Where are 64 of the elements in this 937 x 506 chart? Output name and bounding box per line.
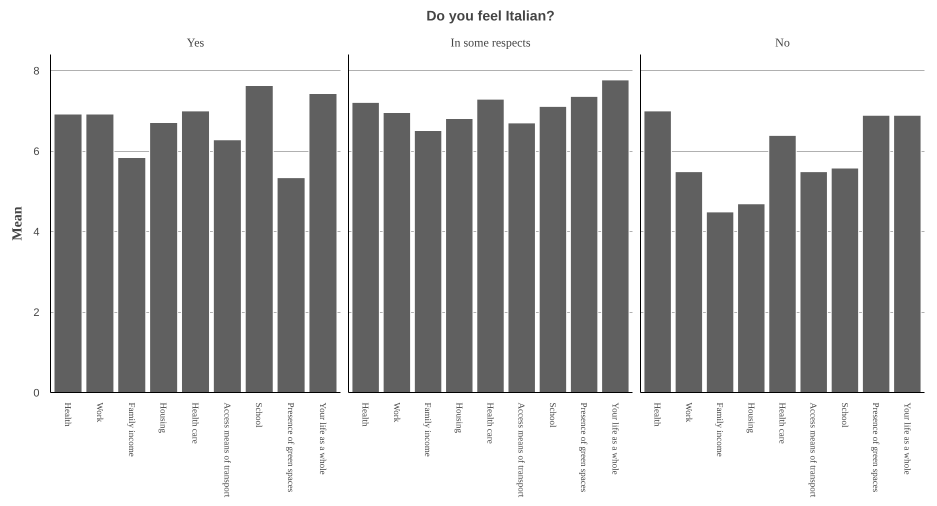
y-tick-label: 8 [33,66,40,78]
x-tick-label: Housing [158,402,169,434]
bar [54,114,83,392]
chart-title: Do you feel Italian? [426,8,555,24]
bar [149,122,178,392]
bar [737,203,766,392]
bar [706,211,734,392]
x-tick-label: Access means of transport [222,402,232,498]
bar [799,171,828,392]
y-axis-title: Mean [10,206,26,241]
x-tick-label: Family income [715,402,726,457]
x-tick-label: School [548,402,558,428]
x-tick-label: Access means of transport [516,402,527,498]
bar [570,96,598,392]
x-tick-label: Presence of green spaces [871,402,882,493]
x-tick-label: Housing [454,402,464,434]
bar [308,93,338,392]
bar [276,177,306,392]
chart-subtitle: In some respects [450,36,531,50]
chart-subtitle: No [775,36,790,50]
x-tick-label: Housing [746,402,756,434]
y-tick-label: 4 [33,226,40,239]
bar [414,130,442,392]
y-tick-label: 6 [33,146,40,158]
bar [768,134,797,392]
x-tick-label: Health care [778,402,788,444]
bar [445,118,474,392]
x-tick-label: Family income [423,402,434,457]
x-tick-label: School [840,402,850,428]
bar [643,110,672,392]
y-tick-label: 2 [33,307,40,320]
bar [674,171,704,392]
x-tick-label: Access means of transport [808,402,819,498]
x-tick-label: Presence of green spaces [286,402,296,493]
bar [85,114,114,392]
x-tick-label: Family income [126,402,137,457]
chart-subtitle: Yes [186,36,205,50]
bar [476,98,505,392]
x-tick-label: Work [684,402,694,423]
x-tick-label: Your life as a whole [902,402,912,475]
bar [117,157,146,392]
x-tick-label: Health care [190,402,200,444]
y-tick-label: 0 [33,388,40,400]
bar [382,112,412,392]
bar [212,139,242,392]
bar [351,102,380,392]
x-tick-label: Presence of green spaces [579,402,590,493]
x-tick-label: Health [360,402,371,427]
bar [862,114,890,392]
x-tick-label: Health care [486,402,496,444]
bar [601,79,630,392]
bar [830,167,860,392]
bar [538,106,568,392]
bar [893,114,922,392]
bar [507,122,536,392]
x-tick-label: Work [94,402,105,423]
x-tick-label: Health [63,402,74,427]
x-tick-label: School [254,402,264,428]
bar [180,110,210,392]
x-tick-label: Health [652,402,663,427]
bar [244,84,274,392]
x-tick-label: Your life as a whole [318,402,328,475]
x-tick-label: Your life as a whole [610,402,620,475]
x-tick-label: Work [392,402,402,423]
